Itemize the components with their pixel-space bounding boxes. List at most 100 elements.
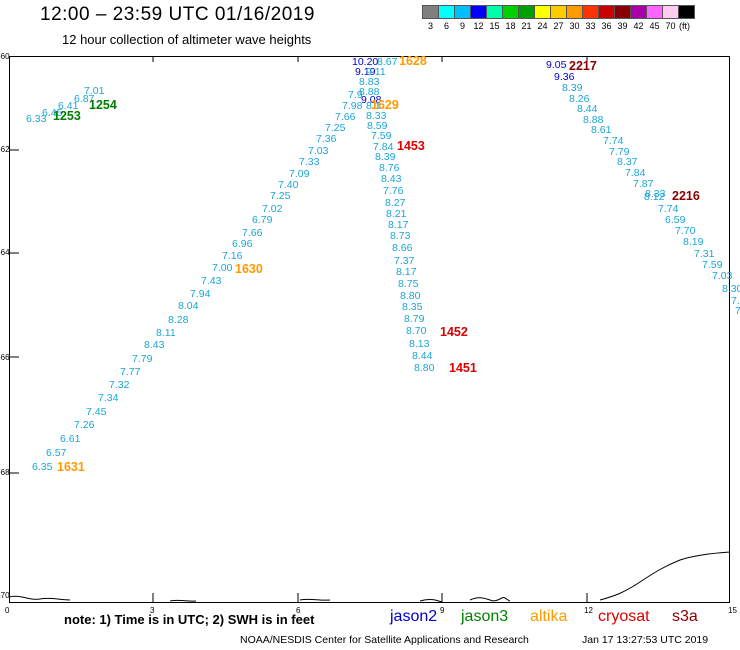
colorbar-label: 12 bbox=[473, 21, 484, 31]
wave-height-obs: 8.27 bbox=[385, 197, 406, 209]
wave-height-obs: 7.74 bbox=[603, 135, 624, 147]
wave-height-obs: 7 bbox=[735, 305, 740, 317]
wave-height-obs: 7.74 bbox=[658, 203, 679, 215]
wave-height-obs: 7.37 bbox=[394, 255, 415, 267]
wave-height-obs: 8.44 bbox=[412, 350, 433, 362]
pass-time-marker: 1452 bbox=[440, 325, 468, 339]
wave-height-obs: 7.31 bbox=[694, 248, 715, 260]
wave-height-obs: 6.61 bbox=[60, 433, 81, 445]
y-tick-label: -70 bbox=[0, 591, 10, 600]
x-tick-label: 15 bbox=[728, 606, 737, 615]
wave-height-obs: 7.76 bbox=[383, 185, 404, 197]
colorbar-label: 27 bbox=[553, 21, 564, 31]
wave-height-obs: 8.21 bbox=[386, 208, 407, 220]
wave-height-obs: 8.04 bbox=[178, 300, 199, 312]
wave-height-obs: 7.36 bbox=[316, 133, 337, 145]
pass-time-marker: 1630 bbox=[235, 262, 263, 276]
y-tick-label: -66 bbox=[0, 353, 10, 362]
wave-height-obs: 8.80 bbox=[400, 290, 421, 302]
wave-height-obs: 8.76 bbox=[379, 162, 400, 174]
wave-height-obs: 7.98 bbox=[342, 100, 363, 112]
legend-entry-jason2: jason2 bbox=[390, 608, 438, 625]
wave-height-obs: 8.19 bbox=[683, 236, 704, 248]
wave-height-obs: 8.73 bbox=[390, 230, 411, 242]
wave-height-obs: 8.83 bbox=[359, 76, 380, 88]
wave-height-obs: 7.25 bbox=[270, 190, 291, 202]
wave-height-obs: 7.00 bbox=[212, 262, 233, 274]
colorbar-label: (ft) bbox=[679, 21, 690, 31]
pass-time-marker: 1631 bbox=[57, 460, 85, 474]
wave-height-obs: 7.33 bbox=[299, 156, 320, 168]
wave-height-obs: 8.39 bbox=[375, 151, 396, 163]
wave-height-obs: 7.79 bbox=[132, 353, 153, 365]
colorbar-swatch bbox=[678, 5, 695, 19]
credit-timestamp: Jan 17 13:27:53 UTC 2019 bbox=[582, 634, 709, 646]
credit-line: NOAA/NESDIS Center for Satellite Applica… bbox=[240, 634, 529, 646]
wave-height-obs: 8.26 bbox=[569, 93, 590, 105]
colorbar-label: 30 bbox=[569, 21, 580, 31]
wave-height-obs: 8.37 bbox=[617, 156, 638, 168]
colorbar-label: 21 bbox=[521, 21, 532, 31]
footnote: note: 1) Time is in UTC; 2) SWH is in fe… bbox=[64, 612, 315, 627]
y-tick-label: -60 bbox=[0, 52, 10, 61]
colorbar-label: 9 bbox=[459, 21, 465, 31]
wave-height-obs: 6.45 bbox=[42, 107, 63, 119]
wave-height-obs: 7.34 bbox=[98, 392, 119, 404]
map-frame bbox=[9, 56, 730, 603]
x-tick-label: 3 bbox=[150, 606, 155, 615]
wave-height-obs: 8.1 bbox=[366, 100, 381, 112]
colorbar-label: 24 bbox=[537, 21, 548, 31]
wave-height-obs: 9.19 bbox=[355, 66, 376, 78]
wave-height-obs: 9.11 bbox=[366, 66, 386, 78]
wave-height-obs: 8.17 bbox=[388, 219, 409, 231]
wave-height-obs: 7.03 bbox=[308, 145, 329, 157]
wave-height-obs: 6.57 bbox=[46, 447, 67, 459]
pass-time-marker: 1254 bbox=[89, 98, 117, 112]
colorbar-label: 36 bbox=[601, 21, 612, 31]
wave-height-obs: 8.88 bbox=[583, 114, 604, 126]
wave-height-obs: 8.30 bbox=[722, 283, 740, 295]
wave-height-obs: 8.17 bbox=[396, 266, 417, 278]
wave-height-obs: 7.40 bbox=[278, 179, 299, 191]
wave-height-obs: 8.88 bbox=[359, 86, 380, 98]
wave-height-obs: 8.13 bbox=[409, 338, 430, 350]
wave-height-obs: 8.79 bbox=[404, 313, 425, 325]
wave-height-obs: 7.84 bbox=[625, 167, 646, 179]
wave-height-obs: 6.41 bbox=[58, 100, 79, 112]
legend-entry-s3a: s3a bbox=[672, 608, 698, 625]
x-tick-label: 9 bbox=[440, 606, 445, 615]
wave-height-obs: 8.11 bbox=[156, 327, 176, 339]
grid-ticks bbox=[9, 56, 588, 603]
wave-height-obs: 8.44 bbox=[577, 103, 598, 115]
wave-height-obs: 8.67 bbox=[377, 56, 398, 68]
wave-height-obs: 6.59 bbox=[665, 214, 686, 226]
pass-time-marker: 1453 bbox=[397, 139, 425, 153]
wave-height-obs: 6.79 bbox=[252, 214, 273, 226]
wave-height-obs: 8.33 bbox=[645, 188, 666, 200]
wave-height-obs: 8.35 bbox=[402, 301, 423, 313]
colorbar-label: 33 bbox=[585, 21, 596, 31]
pass-time-marker: 1451 bbox=[449, 361, 477, 375]
wave-height-obs: 8.43 bbox=[144, 339, 165, 351]
wave-height-obs: 8.61 bbox=[591, 124, 612, 136]
colorbar-label: 42 bbox=[633, 21, 644, 31]
wave-height-obs: 7.03 bbox=[712, 270, 733, 282]
wave-height-obs: 7.0 bbox=[731, 295, 740, 307]
wave-height-obs: 8.75 bbox=[398, 278, 419, 290]
wave-height-obs: 8.12 bbox=[644, 191, 665, 203]
colorbar-label: 18 bbox=[505, 21, 516, 31]
colorbar-label: 3 bbox=[427, 21, 433, 31]
colorbar-label: 45 bbox=[649, 21, 660, 31]
map-title: 12:00 – 23:59 UTC 01/16/2019 bbox=[40, 4, 315, 25]
colorbar-label: 70 bbox=[665, 21, 676, 31]
wave-height-obs: 7.66 bbox=[335, 111, 356, 123]
wave-height-obs: 7.70 bbox=[675, 225, 696, 237]
wave-height-obs: 7.01 bbox=[84, 85, 105, 97]
legend-entry-cryosat: cryosat bbox=[598, 608, 650, 625]
wave-height-obs: 7.59 bbox=[371, 130, 392, 142]
wave-height-obs: 7.45 bbox=[86, 406, 107, 418]
wave-height-obs: 7.84 bbox=[373, 141, 394, 153]
y-tick-label: -68 bbox=[0, 468, 10, 477]
coastline bbox=[8, 551, 731, 603]
wave-height-obs: 7.02 bbox=[262, 203, 283, 215]
